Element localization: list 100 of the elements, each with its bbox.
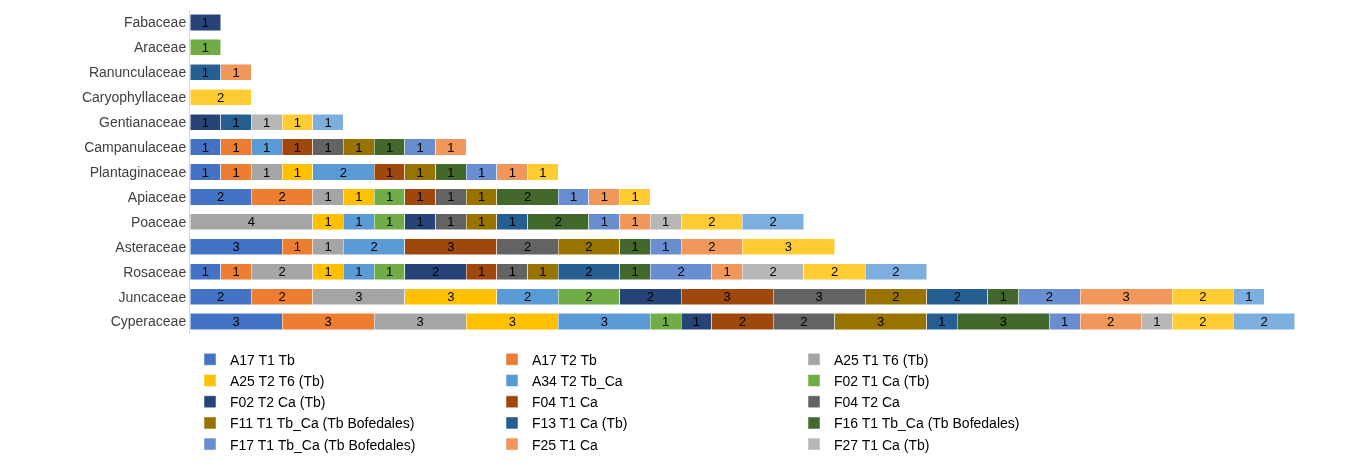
data-label: 2 (953, 289, 961, 305)
data-label: 1 (570, 189, 578, 205)
data-label: 2 (708, 239, 716, 255)
y-tick-label: Ranunculaceae (88, 64, 187, 81)
data-label: 1 (355, 189, 363, 205)
data-label: 1 (477, 214, 486, 230)
data-label: 1 (324, 264, 332, 280)
data-label: 1 (477, 189, 486, 205)
data-label: 1 (385, 139, 394, 155)
data-label: 1 (232, 139, 240, 155)
data-label: 2 (278, 289, 286, 305)
legend-label: F17 T1 Tb_Ca (Tb Bofedales) (230, 436, 416, 453)
legend-label: A25 T2 T6 (Tb) (230, 372, 325, 389)
y-tick-label: Apiaceae (127, 188, 187, 205)
data-label: 1 (508, 214, 516, 230)
data-label: 1 (232, 164, 240, 180)
data-label: 1 (232, 64, 240, 80)
data-label: 2 (339, 164, 348, 180)
data-label: 1 (508, 164, 516, 180)
y-tick-label: Poaceae (130, 213, 187, 230)
data-label: 1 (416, 189, 424, 205)
data-label: 1 (477, 264, 486, 280)
data-label: 1 (201, 39, 209, 55)
data-label: 1 (201, 64, 209, 80)
data-label: 2 (523, 289, 532, 305)
data-label: 2 (278, 189, 286, 205)
data-label: 1 (999, 289, 1007, 305)
data-label: 2 (769, 264, 777, 280)
data-label: 1 (293, 239, 302, 255)
data-label: 3 (232, 239, 240, 255)
data-label: 3 (355, 289, 363, 305)
data-label: 2 (769, 214, 777, 230)
data-label: 1 (385, 214, 394, 230)
data-label: 3 (508, 314, 516, 330)
data-label: 2 (708, 214, 716, 230)
legend-label: F27 T1 Ca (Tb) (834, 436, 930, 453)
data-label: 2 (217, 189, 225, 205)
data-label: 3 (723, 289, 731, 305)
data-label: 3 (784, 239, 793, 255)
data-label: 2 (1045, 289, 1053, 305)
data-label: 2 (892, 264, 900, 280)
legend-label: A17 T2 Tb (532, 351, 598, 368)
data-label: 1 (631, 239, 639, 255)
data-label: 1 (355, 214, 363, 230)
data-label: 1 (539, 164, 547, 180)
data-label: 1 (447, 164, 455, 180)
data-label: 1 (324, 114, 332, 130)
data-label: 1 (324, 239, 332, 255)
legend-label: F04 T2 Ca (834, 394, 901, 411)
data-label: 1 (232, 264, 240, 280)
data-label: 1 (447, 214, 455, 230)
data-label: 2 (217, 289, 225, 305)
data-label: 1 (662, 214, 670, 230)
data-label: 1 (539, 264, 547, 280)
data-label: 2 (1199, 289, 1207, 305)
y-tick-label: Campanulaceae (84, 138, 187, 155)
data-label: 1 (385, 189, 394, 205)
data-label: 2 (677, 264, 685, 280)
data-label: 1 (355, 139, 363, 155)
bar (190, 88, 252, 106)
y-tick-label: Gentianaceae (99, 114, 187, 131)
legend-label: F16 T1 Tb_Ca (Tb Bofedales) (834, 415, 1020, 432)
data-label: 1 (631, 189, 639, 205)
data-label: 1 (232, 114, 240, 130)
data-label: 1 (447, 139, 455, 155)
data-label: 1 (324, 189, 332, 205)
legend-label: F02 T2 Ca (Tb) (230, 394, 326, 411)
data-label: 3 (1122, 289, 1130, 305)
data-label: 1 (1245, 289, 1253, 305)
bar (190, 39, 221, 56)
data-label: 1 (201, 264, 209, 280)
data-label: 1 (600, 189, 608, 205)
data-label: 1 (662, 239, 670, 255)
legend-label: F02 T1 Ca (Tb) (834, 372, 930, 389)
y-tick-label: Juncaceae (118, 288, 187, 305)
legend-label: A25 T1 T6 (Tb) (834, 351, 929, 368)
data-label: 3 (416, 314, 424, 330)
data-label: 2 (554, 214, 562, 230)
data-label: 1 (201, 139, 209, 155)
data-label: 1 (631, 264, 639, 280)
data-label: 1 (508, 264, 516, 280)
data-label: 4 (247, 214, 255, 230)
legend-label: F11 T1 Tb_Ca (Tb Bofedales) (230, 415, 415, 432)
data-label: 1 (263, 139, 271, 155)
data-label: 2 (523, 189, 532, 205)
data-label: 2 (1107, 314, 1115, 330)
data-label: 2 (646, 289, 654, 305)
data-label: 3 (324, 314, 332, 330)
data-label: 1 (263, 114, 271, 130)
data-label: 1 (477, 164, 486, 180)
data-label: 2 (278, 264, 286, 280)
y-tick-label: Asteraceae (115, 238, 187, 255)
data-label: 1 (631, 214, 639, 230)
data-label: 1 (692, 314, 700, 330)
data-label: 1 (447, 189, 455, 205)
y-tick-label: Plantaginaceae (89, 163, 187, 180)
data-label: 1 (201, 14, 209, 30)
data-label: 1 (416, 214, 424, 230)
data-label: 3 (447, 289, 455, 305)
data-label: 1 (293, 139, 302, 155)
